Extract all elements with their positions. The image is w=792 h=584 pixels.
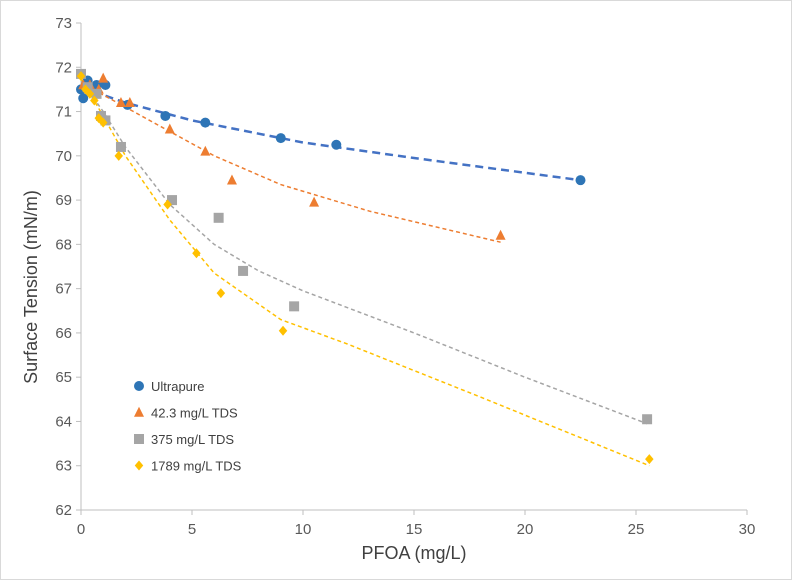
trendline-4 [80,77,650,467]
trendline-1 [80,86,581,182]
data-point-series-4 [645,454,654,465]
y-tick-label: 62 [55,502,72,519]
data-point-series-4 [216,288,226,299]
x-axis-label: PFOA (mg/L) [361,543,466,563]
data-point-series-4 [278,325,288,336]
data-point-series-2 [309,196,320,207]
x-tick-label: 5 [188,521,196,538]
legend-marker-1 [134,381,144,391]
legend-marker-3 [134,434,144,444]
data-point-series-2 [495,229,506,240]
data-point-series-3 [91,88,102,99]
data-point-series-3 [642,414,653,425]
x-tick-label: 30 [739,521,756,538]
x-tick-label: 15 [406,521,423,538]
data-point-series-2 [164,123,175,134]
data-point-series-4 [90,95,99,106]
y-tick-label: 69 [55,192,72,209]
legend: Ultrapure 42.3 mg/L TDS 375 mg/L TDS 1789 m… [134,379,242,474]
legend-label-2: 42.3 mg/L TDS [151,406,238,421]
data-point-series-3 [115,141,126,152]
y-tick-label: 66 [55,325,72,342]
axes: 0 5 10 15 20 25 30 62 63 64 65 66 67 68 69 70 71 72 73 [55,15,755,538]
data-point-series-2 [98,72,109,83]
y-tick-label: 72 [55,59,72,76]
data-point-series-2 [124,96,135,107]
data-point-series-3 [238,265,249,276]
x-tick-label: 10 [295,521,312,538]
data-point-series-1 [78,93,89,104]
x-tick-label: 25 [628,521,645,538]
x-tick-label: 0 [77,521,85,538]
data-point-series-4 [76,71,86,82]
y-tick-label: 71 [55,104,72,121]
data-point-series-4 [163,199,172,210]
y-axis-label: Surface Tension (mN/m) [21,190,41,384]
data-point-series-1 [160,110,171,121]
data-point-series-2 [115,96,126,107]
legend-marker-4 [134,460,144,471]
data-point-series-3 [167,195,178,206]
y-tick-label: 65 [55,369,72,386]
data-point-series-1 [331,139,342,150]
data-point-series-4 [85,88,95,99]
trendline-3 [80,80,648,425]
y-tick-label: 73 [55,15,72,32]
legend-label-3: 375 mg/L TDS [151,432,234,447]
x-tick-label: 20 [517,521,534,538]
y-tick-label: 67 [55,281,72,298]
data-point-series-4 [192,248,201,259]
data-point-series-4 [114,150,123,161]
data-point-series-4 [98,117,108,128]
data-point-series-3 [213,212,224,223]
y-tick-label: 64 [55,413,72,430]
data-point-series-1 [200,117,211,128]
y-tick-label: 63 [55,458,72,475]
data-point-series-1 [275,133,286,144]
y-tick-label: 68 [55,236,72,253]
legend-label-1: Ultrapure [151,379,204,394]
data-points [76,68,654,465]
y-tick-label: 70 [55,148,72,165]
data-point-series-2 [226,174,237,185]
data-point-series-1 [575,175,586,186]
data-point-series-3 [289,301,300,312]
legend-marker-2 [134,406,144,417]
data-point-series-2 [200,145,211,156]
legend-label-4: 1789 mg/L TDS [151,459,242,474]
